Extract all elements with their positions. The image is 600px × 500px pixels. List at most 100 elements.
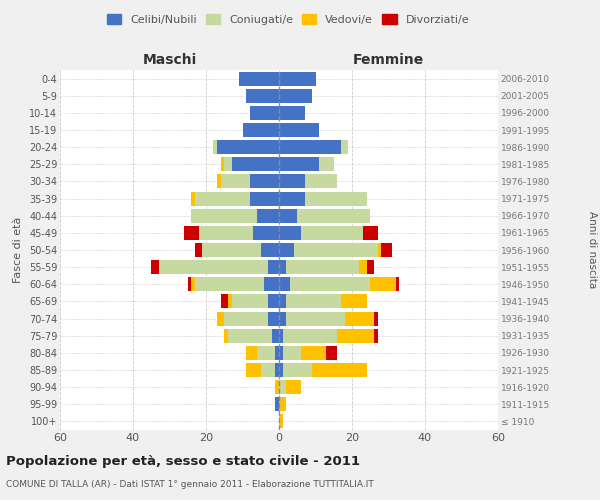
Bar xyxy=(268,312,279,326)
Bar xyxy=(151,260,158,274)
Bar xyxy=(250,174,279,188)
Bar xyxy=(228,294,232,308)
Bar xyxy=(290,278,370,291)
Bar xyxy=(188,278,191,291)
Bar xyxy=(341,140,349,154)
Text: Popolazione per età, sesso e stato civile - 2011: Popolazione per età, sesso e stato civil… xyxy=(6,455,360,468)
Bar xyxy=(275,380,279,394)
Bar xyxy=(228,328,272,342)
Bar xyxy=(279,123,319,137)
Bar xyxy=(279,72,316,86)
Bar xyxy=(286,380,301,394)
Bar xyxy=(217,174,221,188)
Bar xyxy=(301,346,326,360)
Bar xyxy=(242,123,279,137)
Bar xyxy=(224,312,268,326)
Bar xyxy=(286,294,341,308)
Bar xyxy=(221,158,224,172)
Bar xyxy=(279,208,297,222)
Bar xyxy=(232,158,279,172)
Bar xyxy=(319,158,334,172)
Bar xyxy=(268,294,279,308)
Bar xyxy=(279,260,286,274)
Bar xyxy=(275,398,279,411)
Bar xyxy=(279,414,283,428)
Bar xyxy=(297,208,370,222)
Bar xyxy=(374,328,377,342)
Bar xyxy=(191,208,257,222)
Bar xyxy=(293,243,377,257)
Bar xyxy=(184,226,199,240)
Bar xyxy=(283,363,312,377)
Y-axis label: Fasce di età: Fasce di età xyxy=(13,217,23,283)
Bar xyxy=(326,346,337,360)
Bar xyxy=(268,260,279,274)
Bar xyxy=(279,88,312,102)
Bar xyxy=(232,294,268,308)
Bar xyxy=(265,278,279,291)
Bar xyxy=(195,243,202,257)
Bar xyxy=(279,278,290,291)
Text: COMUNE DI TALLA (AR) - Dati ISTAT 1° gennaio 2011 - Elaborazione TUTTITALIA.IT: COMUNE DI TALLA (AR) - Dati ISTAT 1° gen… xyxy=(6,480,374,489)
Bar xyxy=(257,208,279,222)
Bar xyxy=(221,174,250,188)
Bar xyxy=(279,243,293,257)
Bar xyxy=(199,226,253,240)
Text: Anni di nascita: Anni di nascita xyxy=(587,212,597,288)
Bar xyxy=(301,226,363,240)
Bar xyxy=(283,346,301,360)
Bar xyxy=(286,312,345,326)
Bar xyxy=(286,260,359,274)
Bar xyxy=(337,328,374,342)
Bar xyxy=(250,192,279,205)
Bar xyxy=(202,243,261,257)
Bar xyxy=(158,260,268,274)
Bar xyxy=(279,346,283,360)
Bar xyxy=(224,328,228,342)
Bar xyxy=(283,328,337,342)
Bar xyxy=(279,106,305,120)
Bar xyxy=(381,243,392,257)
Bar xyxy=(257,346,275,360)
Bar xyxy=(305,174,337,188)
Bar xyxy=(279,226,301,240)
Bar xyxy=(261,243,279,257)
Bar xyxy=(195,192,250,205)
Bar xyxy=(239,72,279,86)
Bar xyxy=(359,260,367,274)
Bar xyxy=(246,363,261,377)
Bar xyxy=(279,363,283,377)
Bar xyxy=(367,260,374,274)
Bar xyxy=(279,312,286,326)
Bar xyxy=(246,346,257,360)
Bar xyxy=(275,346,279,360)
Legend: Celibi/Nubili, Coniugati/e, Vedovi/e, Divorziati/e: Celibi/Nubili, Coniugati/e, Vedovi/e, Di… xyxy=(104,10,472,28)
Bar xyxy=(370,278,396,291)
Bar xyxy=(250,106,279,120)
Bar xyxy=(305,192,367,205)
Bar xyxy=(261,363,275,377)
Bar xyxy=(312,363,367,377)
Bar xyxy=(363,226,377,240)
Bar xyxy=(272,328,279,342)
Bar xyxy=(279,380,286,394)
Bar xyxy=(191,192,195,205)
Bar xyxy=(191,278,195,291)
Bar xyxy=(275,363,279,377)
Bar xyxy=(396,278,400,291)
Bar xyxy=(279,158,319,172)
Text: Maschi: Maschi xyxy=(142,52,197,66)
Bar xyxy=(253,226,279,240)
Bar xyxy=(217,312,224,326)
Bar xyxy=(377,243,381,257)
Text: Femmine: Femmine xyxy=(353,52,424,66)
Bar xyxy=(279,328,283,342)
Bar xyxy=(195,278,265,291)
Bar xyxy=(214,140,217,154)
Bar xyxy=(246,88,279,102)
Bar xyxy=(221,294,228,308)
Bar xyxy=(224,158,232,172)
Bar xyxy=(374,312,377,326)
Bar xyxy=(279,174,305,188)
Bar xyxy=(279,294,286,308)
